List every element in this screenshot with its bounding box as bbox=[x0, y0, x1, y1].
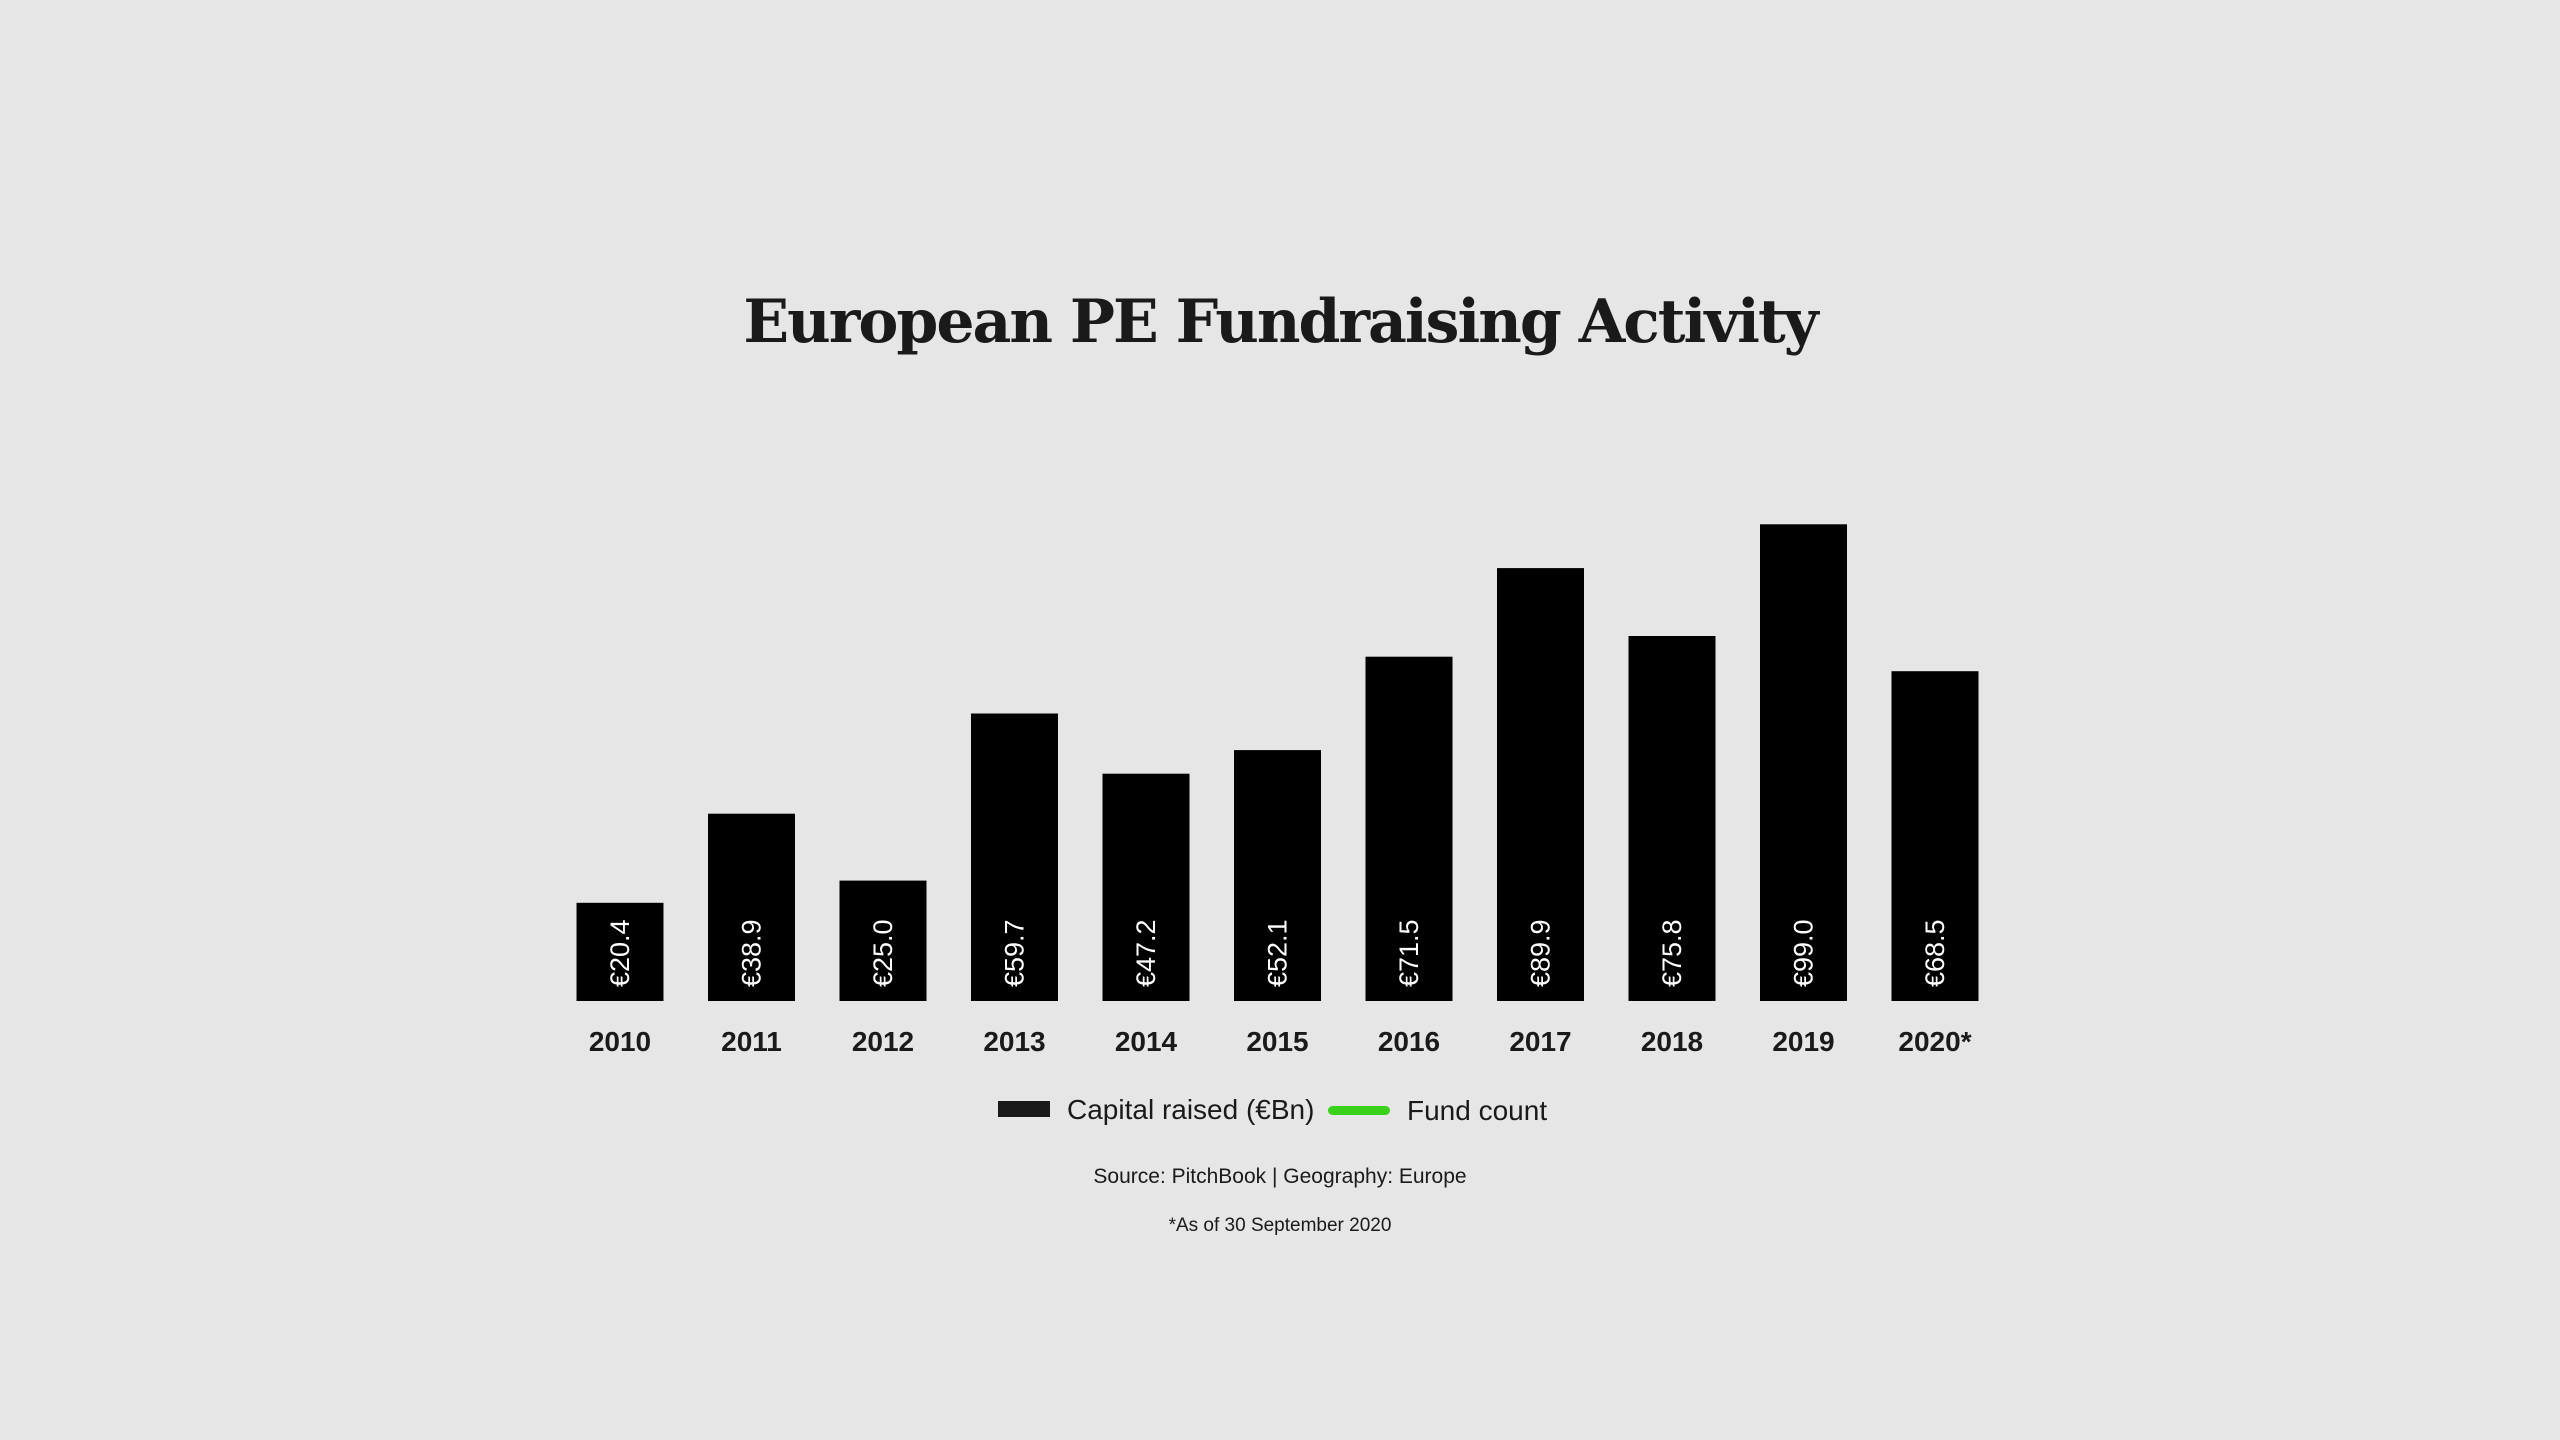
bar-value-label-2015: €52.1 bbox=[1263, 919, 1293, 987]
bar-value-label-2020: €68.5 bbox=[1920, 919, 1950, 987]
x-tick-label-2011: 2011 bbox=[721, 1026, 782, 1057]
bar-value-label-2012: €25.0 bbox=[868, 919, 898, 987]
x-axis-tick-labels: 2010 2011 2012 2013 2014 2015 2016 2017 2018 2019… bbox=[589, 1026, 1972, 1057]
legend-swatch-fund-count bbox=[1328, 1106, 1390, 1115]
x-tick-label-2010: 2010 bbox=[589, 1026, 651, 1057]
bar-2015 bbox=[1234, 750, 1321, 1001]
x-tick-label-2016: 2016 bbox=[1378, 1026, 1440, 1057]
bar-value-label-2013: €59.7 bbox=[1000, 919, 1030, 987]
chart-title: European PE Fundraising Activity bbox=[743, 287, 1820, 357]
bar-2018 bbox=[1628, 636, 1716, 1001]
source-note: Source: PitchBook | Geography: Europe bbox=[1093, 1165, 1466, 1188]
bar-2012 bbox=[839, 880, 927, 1001]
bar-value-label-2018: €75.8 bbox=[1657, 919, 1687, 987]
bar-labels-group: €20.4 €38.9 €25.0 €59.7 €47.2 €52.1 €71.5 €89.9… bbox=[605, 919, 1950, 987]
x-tick-label-2015: 2015 bbox=[1246, 1026, 1308, 1057]
bar-2020 bbox=[1891, 671, 1979, 1001]
x-tick-label-2012: 2012 bbox=[852, 1026, 914, 1057]
x-tick-label-2014: 2014 bbox=[1115, 1026, 1178, 1057]
x-tick-label-2018: 2018 bbox=[1641, 1026, 1703, 1057]
bar-value-label-2016: €71.5 bbox=[1394, 919, 1424, 987]
bar-value-label-2017: €89.9 bbox=[1526, 919, 1556, 987]
bar-value-label-2014: €47.2 bbox=[1131, 919, 1161, 987]
bar-value-label-2010: €20.4 bbox=[605, 919, 635, 987]
legend-label-capital-raised: Capital raised (€Bn) bbox=[1067, 1094, 1314, 1125]
bar-2019 bbox=[1760, 524, 1847, 1001]
bar-2014 bbox=[1102, 773, 1190, 1001]
footnote: *As of 30 September 2020 bbox=[1169, 1215, 1392, 1236]
x-tick-label-2017: 2017 bbox=[1509, 1026, 1571, 1057]
x-tick-label-2013: 2013 bbox=[983, 1026, 1045, 1057]
bars-group bbox=[576, 524, 1979, 1001]
bar-2017 bbox=[1497, 568, 1584, 1001]
bar-2011 bbox=[708, 813, 795, 1001]
x-tick-label-2020: 2020* bbox=[1898, 1026, 1971, 1057]
bar-2016 bbox=[1365, 656, 1453, 1001]
x-tick-label-2019: 2019 bbox=[1772, 1026, 1834, 1057]
legend: Capital raised (€Bn) Fund count bbox=[998, 1094, 1547, 1126]
bar-value-label-2019: €99.0 bbox=[1789, 919, 1819, 987]
legend-label-fund-count: Fund count bbox=[1407, 1095, 1547, 1126]
legend-swatch-capital-raised bbox=[998, 1101, 1050, 1117]
bar-2010 bbox=[576, 902, 664, 1001]
bar-2013 bbox=[971, 713, 1058, 1001]
bar-value-label-2011: €38.9 bbox=[737, 919, 767, 987]
